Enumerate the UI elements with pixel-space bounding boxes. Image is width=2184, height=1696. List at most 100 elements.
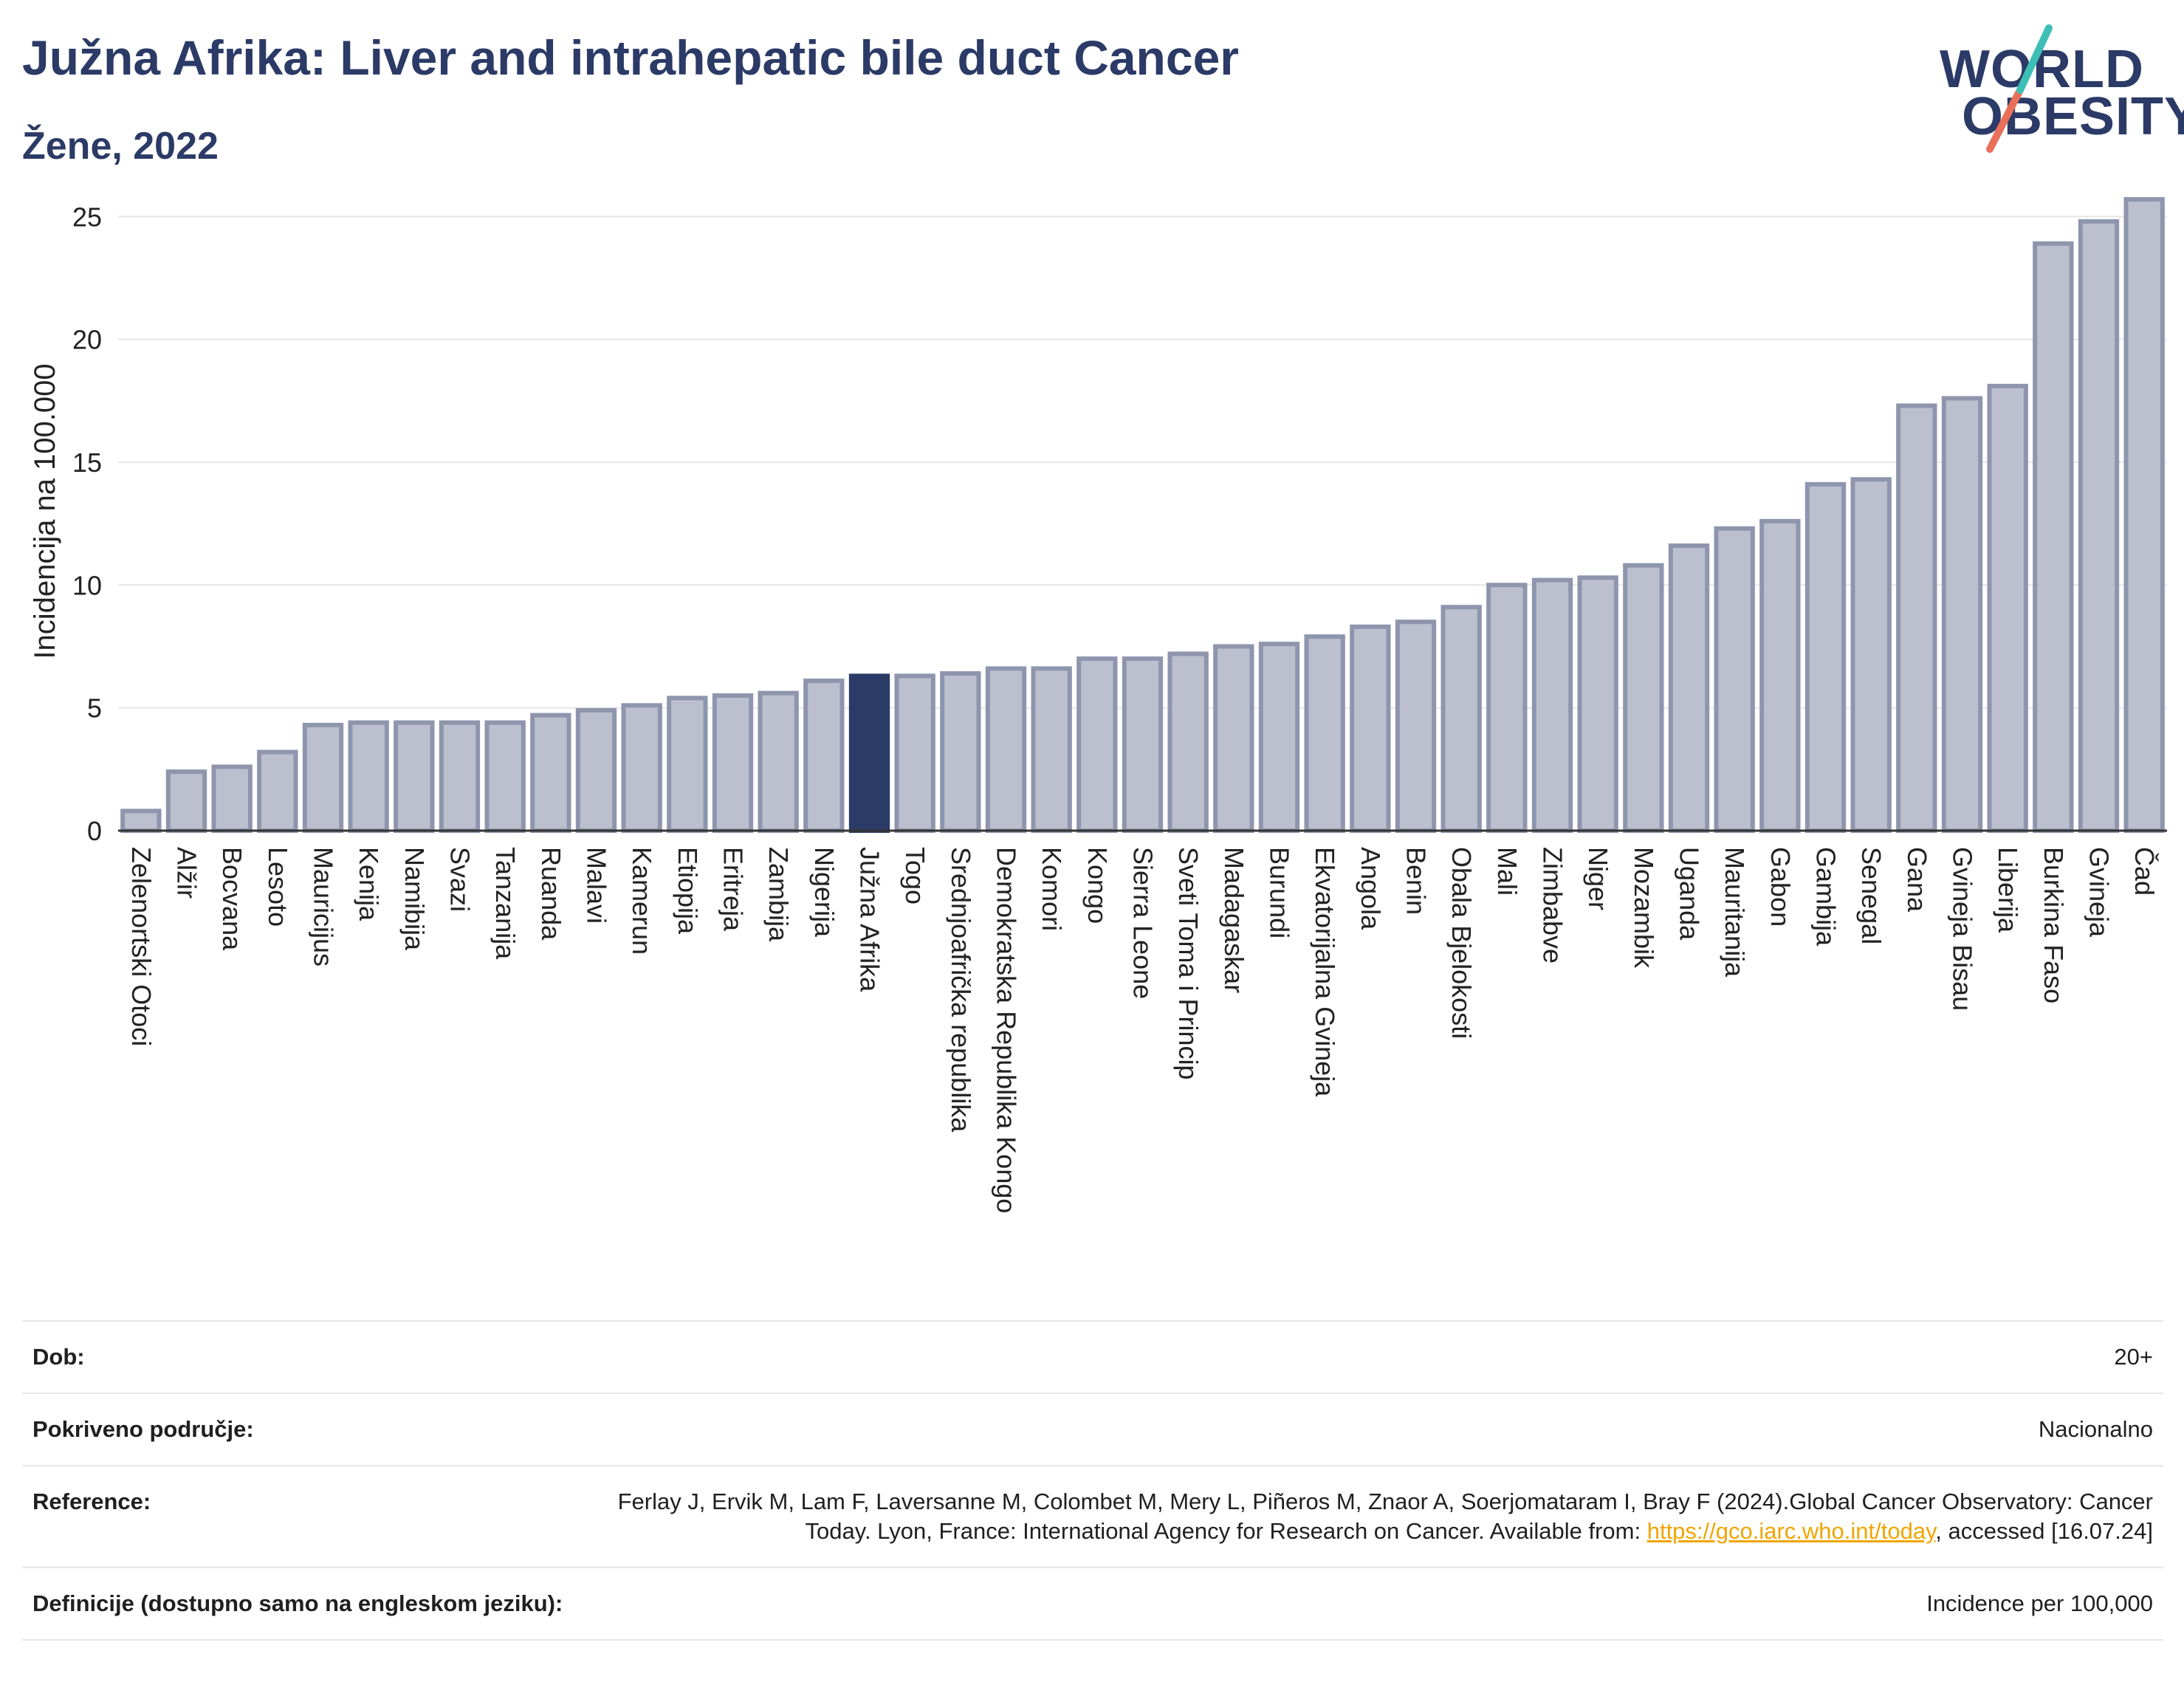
bar <box>1759 518 1801 833</box>
x-tick-label: Senegal <box>1856 847 1886 944</box>
x-tick-label: Uganda <box>1675 847 1705 941</box>
chart-title: Južna Afrika: Liver and intrahepatic bil… <box>22 30 1239 85</box>
bar <box>712 693 754 833</box>
y-tick-label: 15 <box>72 447 102 478</box>
bar <box>985 666 1027 834</box>
y-tick-label: 25 <box>72 202 102 232</box>
bar <box>1531 577 1573 834</box>
bar <box>211 764 253 833</box>
bar <box>1122 656 1164 833</box>
info-label: Reference: <box>32 1489 151 1514</box>
y-tick-label: 5 <box>87 693 102 724</box>
x-tick-label: Srednjoafrička republika <box>946 847 976 1133</box>
world-obesity-logo: WORLD OBESITY <box>1931 22 2184 162</box>
bar <box>1395 619 1437 833</box>
info-label: Dob: <box>32 1344 85 1370</box>
bar <box>1714 526 1755 833</box>
x-tick-label: Nigerija <box>809 847 839 938</box>
bar <box>803 679 845 833</box>
bar <box>165 769 207 834</box>
bar <box>894 673 935 834</box>
bar <box>940 671 981 833</box>
bar <box>2033 241 2074 834</box>
x-tick-label: Malavi <box>582 847 612 924</box>
x-tick-label: Ruanda <box>536 847 566 941</box>
bar <box>1987 383 2028 834</box>
reference-link[interactable]: https://gco.iarc.who.int/today <box>1646 1518 1936 1544</box>
bar <box>2078 219 2120 833</box>
bar <box>257 749 298 833</box>
reference-accessed: , accessed [16.07.24] <box>1935 1518 2153 1544</box>
info-label: Pokriveno područje: <box>32 1416 254 1442</box>
x-tick-label: Gabon <box>1765 847 1796 927</box>
x-tick-label: Obala Bjelokosti <box>1446 847 1477 1039</box>
x-tick-label: Alžir <box>172 847 202 899</box>
x-tick-label: Gambija <box>1811 847 1841 947</box>
bar <box>1258 642 1300 834</box>
bar <box>1304 634 1345 834</box>
bar <box>1577 575 1618 833</box>
bar <box>394 720 435 833</box>
x-tick-label: Liberija <box>1993 847 2023 933</box>
x-tick-label: Etiopija <box>673 847 703 935</box>
bar <box>1896 403 1937 833</box>
x-tick-label: Kongo <box>1082 847 1113 924</box>
bar <box>575 707 617 833</box>
bar <box>1213 644 1254 833</box>
bar <box>302 722 344 834</box>
x-tick-label: Zelenortski Otoci <box>126 847 157 1046</box>
bar <box>439 720 481 833</box>
x-tick-label: Benin <box>1401 847 1432 915</box>
x-tick-label: Čad <box>2129 847 2160 896</box>
reference-text: Ferlay J, Ervik M, Lam F, Laversanne M, … <box>617 1489 2153 1544</box>
info-row-coverage: Pokriveno područje: Nacionalno <box>22 1393 2163 1465</box>
bar <box>120 808 162 834</box>
x-tick-label: Mali <box>1492 847 1522 896</box>
x-tick-label: Madagaskar <box>1219 847 1249 993</box>
bar <box>667 696 708 833</box>
x-tick-label: Lesoto <box>263 847 293 927</box>
info-label: Definicije (dostupno samo na engleskom j… <box>32 1590 563 1616</box>
x-tick-label: Ekvatorijalna Gvineja <box>1310 847 1340 1097</box>
x-tick-label: Komori <box>1037 847 1067 931</box>
y-tick-label: 20 <box>72 325 102 355</box>
bar-chart: 0 5 10 15 20 25 Incidencija na 100.000 Zelenort… <box>29 196 2167 1213</box>
bar <box>1941 396 1983 833</box>
y-tick-label: 10 <box>72 570 102 600</box>
x-tick-label: Namibija <box>399 847 430 951</box>
x-tick-label: Burkina Faso <box>2039 847 2069 1003</box>
chart-subtitle: Žene, 2022 <box>22 125 219 168</box>
info-value: Incidence per 100,000 <box>1926 1590 2153 1616</box>
x-tick-label: Eritreja <box>718 847 749 932</box>
logo-slash-icon <box>1986 24 2053 153</box>
x-tick-label: Zimbabve <box>1538 847 1568 964</box>
y-tick-label: 0 <box>87 816 102 846</box>
y-axis-label: Incidencija na 100.000 <box>29 363 61 659</box>
x-tick-label: Sveti Toma i Princip <box>1173 847 1203 1079</box>
info-value: 20+ <box>2114 1344 2153 1370</box>
bar <box>530 713 571 834</box>
bar <box>1440 605 1482 833</box>
bar <box>1804 481 1847 833</box>
bar <box>348 720 389 833</box>
x-tick-label: Mauritanija <box>1720 847 1750 978</box>
bar <box>1668 543 1710 833</box>
x-tick-label: Demokratska Republika Kongo <box>992 847 1022 1213</box>
info-row-reference: Reference: Ferlay J, Ervik M, Lam F, Lav… <box>22 1465 2163 1567</box>
x-tick-label: Bocvana <box>217 847 247 951</box>
bar <box>1076 656 1118 833</box>
x-tick-label: Južna Afrika <box>855 847 885 992</box>
info-table: Dob: 20+ Pokriveno područje: Nacionalno … <box>22 1320 2163 1641</box>
x-tick-label: Burundi <box>1265 847 1295 938</box>
info-value: Nacionalno <box>2038 1416 2153 1442</box>
info-row-definitions: Definicije (dostupno samo na engleskom j… <box>22 1567 2163 1641</box>
bar <box>1486 583 1528 833</box>
bar <box>1350 624 1391 833</box>
x-tick-label: Kenija <box>354 847 384 921</box>
x-tick-label: Kamerun <box>627 847 657 955</box>
x-tick-label: Gvineja Bisau <box>1948 847 1978 1011</box>
x-tick-label: Zambija <box>763 847 794 942</box>
x-tick-label: Tanzanija <box>490 847 521 960</box>
bar <box>1167 651 1209 834</box>
bar <box>848 673 890 834</box>
